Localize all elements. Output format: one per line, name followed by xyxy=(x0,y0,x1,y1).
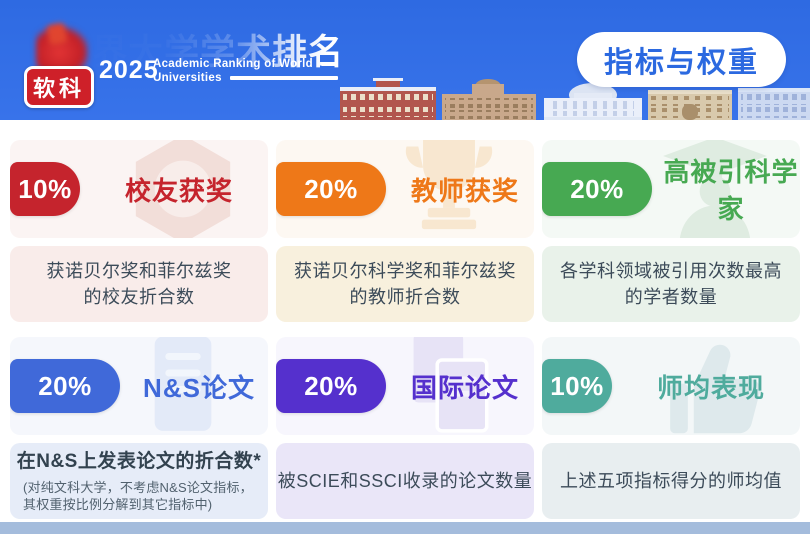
indicator-description: 获诺贝尔科学奖和菲尔兹奖 的教师折合数 xyxy=(276,246,534,322)
trophy-icon xyxy=(390,140,508,238)
indicator-card-international-papers: 20% 国际论文 被SCIE和SSCI收录的论文数量 xyxy=(276,337,534,519)
indicator-title: 教师获奖 xyxy=(410,175,519,206)
card-header: 20% 教师获奖 xyxy=(276,140,534,238)
indicator-title: 高被引科学家 xyxy=(663,157,799,224)
indicator-title: 师均表现 xyxy=(656,372,765,403)
building-red-brick xyxy=(340,78,436,120)
weight-badge: 20% xyxy=(542,162,652,216)
building-light-blue xyxy=(738,88,810,120)
card-header: 10% 校友获奖 xyxy=(10,140,268,238)
indicator-description: 上述五项指标得分的师均值 xyxy=(542,443,800,519)
indicator-card-faculty-awards: 20% 教师获奖 获诺贝尔科学奖和菲尔兹奖 的教师折合数 xyxy=(276,140,534,322)
indicator-description: 获诺贝尔奖和菲尔兹奖 的校友折合数 xyxy=(10,246,268,322)
building-white-dome xyxy=(544,83,642,120)
org-line-2: Universities xyxy=(153,71,338,85)
description-line: 获诺贝尔科学奖和菲尔兹奖 xyxy=(294,260,516,281)
documents-icon xyxy=(390,337,508,435)
indicator-card-ns-papers: 20% N&S论文 在N&S上发表论文的折合数* (对纯文科大学，不考虑N&S论… xyxy=(10,337,268,519)
shanghairanking-logo: 软科 xyxy=(24,66,94,108)
description-line: 的校友折合数 xyxy=(83,287,195,307)
description-footnote: (对纯文科大学，不考虑N&S论文指标，其权重按比例分解到其它指标中) xyxy=(23,479,253,513)
weight-badge: 10% xyxy=(10,162,80,216)
description-line: 获诺贝尔奖和菲尔兹奖 xyxy=(46,260,232,281)
header-banner: 世界大学学术排名 软科 2025 Academic Ranking of Wor… xyxy=(0,0,810,120)
medal-icon xyxy=(124,140,242,238)
card-header: 10% 师均表现 xyxy=(542,337,800,435)
weight-badge: 20% xyxy=(276,359,386,413)
description-line: 的学者数量 xyxy=(624,287,718,307)
weight-badge: 10% xyxy=(542,359,612,413)
building-tan-cathedral xyxy=(442,79,536,120)
indicator-card-highly-cited: 20% 高被引科学家 各学科领域被引用次数最高 的学者数量 xyxy=(542,140,800,322)
org-name-block: Academic Ranking of World Universities xyxy=(153,57,338,85)
description-line: 的教师折合数 xyxy=(349,287,461,307)
indicator-card-alumni-awards: 10% 校友获奖 获诺贝尔奖和菲尔兹奖 的校友折合数 xyxy=(10,140,268,322)
bottom-accent-strip xyxy=(0,522,810,534)
indicator-title: 国际论文 xyxy=(410,372,519,403)
org-line-1-text: Academic Ranking of World xyxy=(153,58,314,70)
scholar-icon xyxy=(656,140,774,238)
weight-badge: 20% xyxy=(10,359,120,413)
indicator-title: N&S论文 xyxy=(143,372,255,403)
indicator-card-per-capita: 10% 师均表现 上述五项指标得分的师均值 xyxy=(542,337,800,519)
indicator-description: 被SCIE和SSCI收录的论文数量 xyxy=(276,443,534,519)
banner-faded-title: 世界大学学术排名 xyxy=(56,24,344,75)
description-line: 上述五项指标得分的师均值 xyxy=(560,470,782,491)
underline-bar-short xyxy=(321,62,338,66)
description-main: 在N&S上发表论文的折合数* xyxy=(16,451,262,473)
thumbs-up-icon xyxy=(656,337,774,435)
indicator-cards-grid: 10% 校友获奖 获诺贝尔奖和菲尔兹奖 的校友折合数 20% 教师获奖 获诺贝尔… xyxy=(10,140,800,519)
card-header: 20% 国际论文 xyxy=(276,337,534,435)
building-cream-arched xyxy=(648,90,732,120)
org-line-1: Academic Ranking of World xyxy=(153,57,338,71)
card-header: 20% N&S论文 xyxy=(10,337,268,435)
ranking-year: 2025 xyxy=(99,56,159,84)
indicator-description: 各学科领域被引用次数最高 的学者数量 xyxy=(542,246,800,322)
card-header: 20% 高被引科学家 xyxy=(542,140,800,238)
logo-blurred-mark-top xyxy=(46,22,68,46)
description-line: 各学科领域被引用次数最高 xyxy=(560,260,782,281)
weight-badge: 20% xyxy=(276,162,386,216)
underline-bar-long xyxy=(229,76,338,80)
description-line: 被SCIE和SSCI收录的论文数量 xyxy=(277,470,533,491)
org-line-2-text: Universities xyxy=(153,72,222,84)
document-icon xyxy=(124,337,242,435)
indicators-weights-button[interactable]: 指标与权重 xyxy=(576,32,786,87)
indicator-title: 校友获奖 xyxy=(124,175,233,206)
indicator-description: 在N&S上发表论文的折合数* (对纯文科大学，不考虑N&S论文指标，其权重按比例… xyxy=(10,443,268,519)
campus-buildings-illustration xyxy=(340,78,810,120)
